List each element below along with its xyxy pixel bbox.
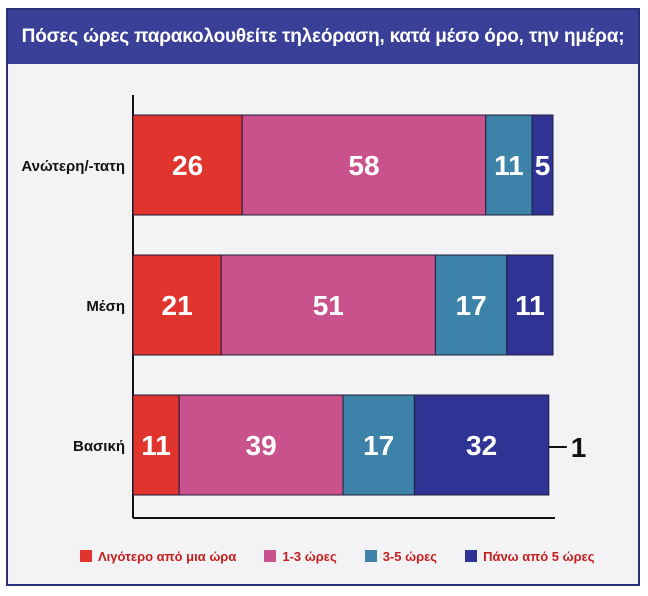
data-label: 39 <box>246 430 277 461</box>
legend-swatch <box>264 550 277 562</box>
bar-segment <box>531 114 554 216</box>
legend-item-more-than-5h: Πάνω από 5 ώρες <box>465 549 595 564</box>
data-label: 17 <box>456 290 487 321</box>
legend-swatch <box>364 550 377 562</box>
bar-segment <box>132 114 243 216</box>
data-label: 11 <box>515 290 545 321</box>
outside-data-label: 1 <box>571 432 587 463</box>
data-label: 5 <box>535 150 551 181</box>
legend-swatch <box>465 550 478 562</box>
bar-segment <box>220 254 436 356</box>
bar-segment <box>132 394 180 496</box>
legend-label: 3-5 ώρες <box>382 548 438 564</box>
legend-item-less-than-1h: Λιγότερο από μια ώρα <box>80 549 236 564</box>
legend-item-3-5h: 3-5 ώρες <box>364 548 438 564</box>
data-label: 32 <box>466 430 497 461</box>
chart-title-bar: Πόσες ώρες παρακολουθείτε τηλεόραση, κατ… <box>8 10 638 64</box>
bar-segment <box>241 114 487 216</box>
category-label: Ανώτερη/-τατη <box>21 158 125 175</box>
bar-segment <box>413 394 550 496</box>
data-label: 11 <box>494 150 524 181</box>
legend-label: 1-3 ώρες <box>282 548 337 564</box>
data-label: 11 <box>141 430 171 461</box>
legend-swatch <box>80 550 92 562</box>
data-label: 17 <box>363 430 394 461</box>
category-label: Μέση <box>86 298 125 315</box>
data-label: 21 <box>162 290 193 321</box>
data-label: 51 <box>313 290 344 321</box>
category-label: Βασική <box>73 438 125 455</box>
legend-label: Λιγότερο από μια ώρα <box>98 548 237 564</box>
legend-label: Πάνω από 5 ώρες <box>483 548 595 564</box>
data-label: 58 <box>348 150 379 181</box>
chart-legend: Λιγότερο από μια ώρα 1-3 ώρες 3-5 ώρες Π… <box>80 545 620 567</box>
legend-item-1-3h: 1-3 ώρες <box>264 548 337 564</box>
data-label: 26 <box>172 150 203 181</box>
bar-segment <box>342 394 415 496</box>
chart-title: Πόσες ώρες παρακολουθείτε τηλεόραση, κατ… <box>21 26 625 47</box>
bar-segment <box>434 254 508 356</box>
bar-segment <box>178 394 344 496</box>
bar-segment <box>506 254 554 356</box>
